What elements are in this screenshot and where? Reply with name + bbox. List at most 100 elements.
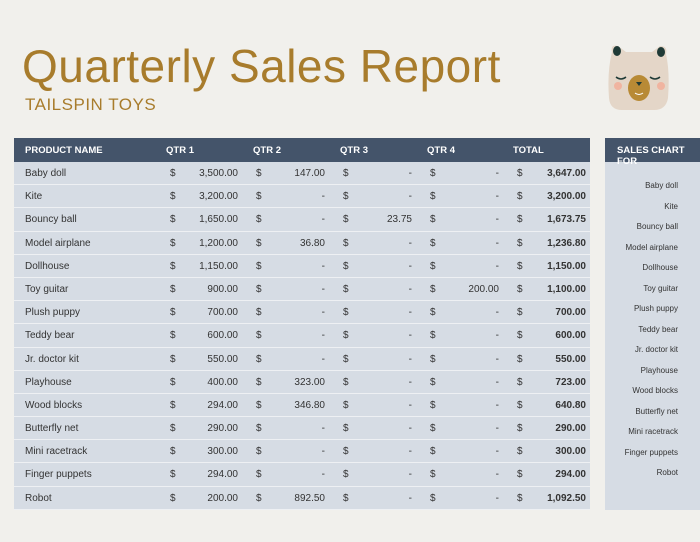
qtr3-value: - [408,399,412,411]
qtr4-value: - [495,307,499,319]
currency-symbol: $ [343,353,349,365]
currency-symbol: $ [517,191,523,203]
currency-symbol: $ [170,283,176,295]
product-name: Kite [25,191,43,203]
table-row: Kite $3,200.00 $ - $ - $ - $3,200.00 [14,185,590,209]
chart-label: Bouncy ball [636,222,678,231]
total-value: 1,100.00 [547,283,586,295]
table-row: Playhouse $400.00 $323.00 $ - $ - $723.00 [14,371,590,394]
currency-symbol: $ [343,191,349,203]
qtr4-value: 200.00 [468,283,499,295]
currency-symbol: $ [170,330,176,342]
currency-symbol: $ [343,260,349,272]
chart-label: Kite [664,201,678,211]
qtr3-value: - [408,307,412,319]
company-name: TAILSPIN TOYS [25,95,157,114]
currency-symbol: $ [170,260,176,272]
currency-symbol: $ [170,446,176,458]
currency-symbol: $ [343,399,349,411]
qtr3-value: - [408,168,412,179]
qtr4-value: - [495,376,499,388]
qtr3-value: - [408,423,412,435]
total-value: 300.00 [555,446,586,458]
qtr2-value: - [321,330,325,342]
currency-symbol: $ [430,168,436,179]
chart-label: Jr. doctor kit [634,345,678,354]
total-value: 1,150.00 [547,260,586,272]
total-value: 294.00 [555,469,586,481]
qtr1-value: 550.00 [207,353,238,365]
currency-symbol: $ [343,214,349,226]
currency-symbol: $ [517,214,523,226]
qtr4-value: - [495,399,499,411]
chart-label: Playhouse [640,365,678,375]
chart-title: SALES CHART FOR [617,145,685,167]
sales-chart-panel: SALES CHART FOR Baby doll Kite Bouncy ball… [605,138,700,510]
product-name: Toy guitar [25,283,69,295]
qtr4-value: - [495,423,499,435]
table-row: Robot $200.00 $892.50 $ - $ - $1,092.50 [14,487,590,510]
qtr1-value: 200.00 [207,492,238,504]
col-total: TOTAL [513,145,544,156]
currency-symbol: $ [343,376,349,388]
qtr4-value: - [495,469,499,481]
total-value: 1,673.75 [547,214,586,226]
qtr3-value: - [408,191,412,203]
currency-symbol: $ [256,492,262,504]
currency-symbol: $ [170,423,176,435]
qtr3-value: - [408,237,412,249]
total-value: 700.00 [555,307,586,319]
qtr4-value: - [495,492,499,504]
qtr3-value: - [408,376,412,388]
currency-symbol: $ [256,376,262,388]
currency-symbol: $ [256,330,262,342]
page-title: Quarterly Sales Report [22,40,501,92]
chart-label: Butterfly net [635,406,678,416]
currency-symbol: $ [517,283,523,295]
currency-symbol: $ [170,353,176,365]
currency-symbol: $ [430,237,436,249]
table-row: Wood blocks $294.00 $346.80 $ - $ - $640.80 [14,394,590,418]
qtr1-value: 294.00 [207,399,238,411]
currency-symbol: $ [430,492,436,504]
currency-symbol: $ [170,214,176,226]
currency-symbol: $ [343,469,349,481]
currency-symbol: $ [343,168,349,179]
currency-symbol: $ [256,260,262,272]
chart-label: Plush puppy [633,304,678,313]
qtr4-value: - [495,214,499,226]
product-name: Jr. doctor kit [25,353,79,365]
qtr2-value: - [321,446,325,458]
qtr4-value: - [495,353,499,365]
currency-symbol: $ [170,399,176,411]
currency-symbol: $ [256,353,262,365]
currency-symbol: $ [170,492,176,504]
product-name: Bouncy ball [25,214,77,226]
currency-symbol: $ [517,446,523,458]
qtr3-value: - [408,492,412,504]
qtr1-value: 1,650.00 [199,214,238,226]
qtr4-value: - [495,330,499,342]
qtr1-value: 3,500.00 [199,168,238,179]
qtr1-value: 1,150.00 [199,260,238,272]
chart-label: Robot [656,468,678,477]
total-value: 1,092.50 [547,492,586,504]
chart-label: Wood blocks [632,386,678,395]
qtr3-value: - [408,353,412,365]
currency-symbol: $ [170,191,176,203]
total-value: 3,200.00 [547,191,586,203]
currency-symbol: $ [517,423,523,435]
currency-symbol: $ [343,283,349,295]
currency-symbol: $ [430,446,436,458]
currency-symbol: $ [430,376,436,388]
qtr1-value: 600.00 [207,330,238,342]
table-row: Baby doll $3,500.00 $147.00 $ - $ - $3,647.00 [14,162,590,186]
qtr2-value: 147.00 [294,168,325,179]
currency-symbol: $ [517,260,523,272]
currency-symbol: $ [256,283,262,295]
total-value: 600.00 [555,330,586,342]
qtr4-value: - [495,446,499,458]
currency-symbol: $ [430,330,436,342]
chart-label: Mini racetrack [628,427,678,436]
qtr3-value: - [408,260,412,272]
